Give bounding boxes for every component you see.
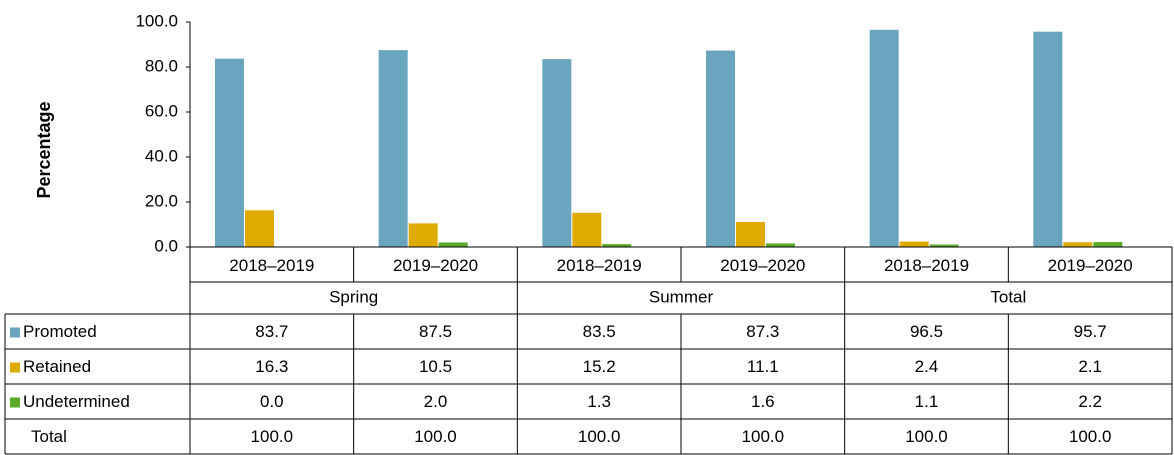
bar [408,223,438,247]
bar [542,59,572,247]
y-tick-label: 60.0 [145,101,178,120]
table-cell: 11.1 [747,357,779,376]
table-cell: 10.5 [419,357,452,376]
table-cell: 83.7 [255,322,288,341]
bar [766,243,795,247]
table-cell: 100.0 [1069,427,1112,446]
table-cell: 87.3 [746,322,779,341]
y-tick-label: 0.0 [154,236,178,255]
table-cell: 15.2 [583,357,616,376]
y-tick-label: 20.0 [145,191,178,210]
x-tick-label: 2018–2019 [884,256,969,275]
bar [245,210,274,247]
bar [929,244,959,247]
bar [572,212,602,247]
row-label: Undetermined [23,392,130,411]
table-cell: 2.4 [915,357,939,376]
row-label: Promoted [23,322,97,341]
table-cell: 100.0 [742,427,785,446]
legend-key [10,362,20,373]
table-cell: 100.0 [414,427,457,446]
bar [899,241,929,247]
bar [869,29,899,247]
x-tick-label: 2018–2019 [557,256,642,275]
y-tick-label: 80.0 [145,56,178,75]
table-cell: 96.5 [910,322,943,341]
table-cell: 100.0 [251,427,294,446]
table-cell: 1.3 [587,392,611,411]
bar [1033,31,1063,247]
group-label: Summer [649,287,714,306]
table-cell: 87.5 [419,322,452,341]
table-cell: 2.1 [1078,357,1102,376]
table-cell: 16.3 [255,357,288,376]
x-tick-label: 2019–2020 [1048,256,1133,275]
row-label: Total [31,427,67,446]
y-axis-label: Percentage [34,101,54,198]
bar [736,222,765,247]
legend-key [10,327,20,338]
bar [215,58,244,247]
group-label: Total [990,287,1026,306]
table-cell: 83.5 [583,322,616,341]
table-cell: 100.0 [905,427,948,446]
bar [602,244,632,247]
x-tick-label: 2018–2019 [229,256,314,275]
table-cell: 1.1 [915,392,939,411]
bar [378,50,408,247]
table-cell: 100.0 [578,427,621,446]
x-tick-label: 2019–2020 [393,256,478,275]
bar [1063,242,1093,247]
table-cell: 2.2 [1078,392,1102,411]
table-cell: 1.6 [751,392,775,411]
table-cell: 95.7 [1074,322,1107,341]
y-tick-label: 40.0 [145,146,178,165]
table-cell: 0.0 [260,392,284,411]
bar [1093,242,1123,247]
bar [706,50,735,248]
legend-key [10,397,20,408]
x-tick-label: 2019–2020 [720,256,805,275]
row-label: Retained [23,357,91,376]
group-label: Spring [329,287,378,306]
table-cell: 2.0 [424,392,448,411]
y-tick-label: 100.0 [135,11,178,30]
bar [438,242,468,247]
